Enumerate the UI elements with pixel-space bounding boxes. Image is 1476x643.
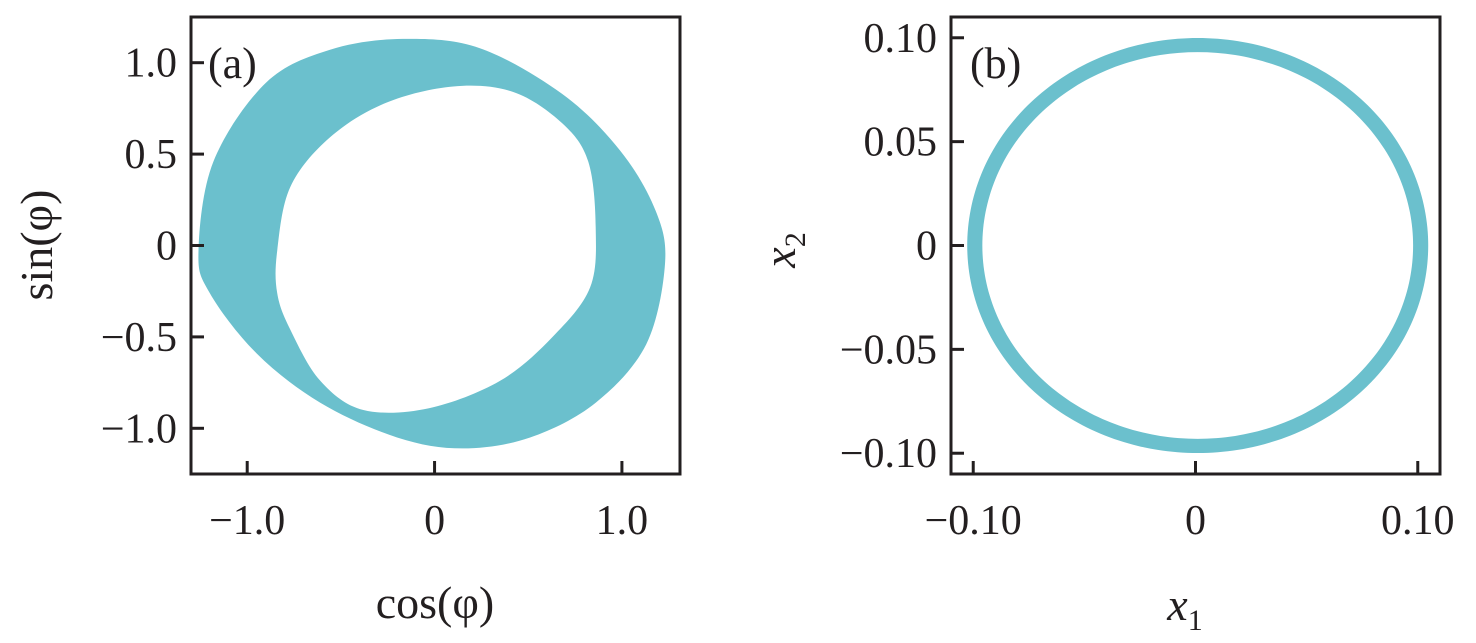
- x-axis-label-b-main: x: [1166, 579, 1188, 630]
- trajectory-ring-b: [967, 37, 1429, 454]
- y-axis-label-b-sub: 2: [779, 232, 812, 247]
- x-axis-label-b: x1: [1166, 579, 1202, 637]
- ticks-a: −1.0 0 1.0 1.0 0.5 0 −0.5 −1.0: [101, 41, 648, 544]
- x-axis-label-b-sub: 1: [1188, 604, 1203, 637]
- y-axis-label-a: sin(φ): [11, 190, 62, 301]
- x-axis-label-a: cos(φ): [376, 577, 495, 628]
- y-tick-label: 0.5: [125, 132, 178, 178]
- x-tick-label: 0: [424, 498, 445, 544]
- y-axis-label-b: x2: [754, 232, 812, 268]
- panel-a: −1.0 0 1.0 1.0 0.5 0 −0.5 −1.0 (a) cos(φ) sin(φ…: [11, 15, 682, 628]
- trajectory-band-a: [198, 38, 666, 449]
- panel-label-a: (a): [208, 39, 257, 88]
- ticks-b: −0.10 0 0.10 0.10 0.05 0 −0.05 −0.10: [840, 16, 1455, 544]
- y-tick-label: 0: [156, 224, 177, 270]
- x-tick-label: −0.10: [925, 498, 1022, 544]
- y-tick-label: −0.05: [840, 327, 937, 373]
- axes-frame-b: [949, 15, 1442, 476]
- y-tick-label: −0.10: [840, 431, 937, 477]
- x-tick-label: 1.0: [596, 498, 649, 544]
- y-tick-label: 0.05: [864, 120, 938, 166]
- panel-b: −0.10 0 0.100.100.050−0.05−0.10 (b) x1 x2: [754, 15, 1455, 637]
- x-tick-label: 0.10: [1381, 498, 1455, 544]
- y-tick-label: −0.5: [101, 315, 177, 361]
- y-tick-label: 1.0: [125, 41, 178, 87]
- panel-label-b: (b): [970, 39, 1021, 88]
- y-tick-label: 0.10: [864, 16, 938, 62]
- y-axis-label-b-main: x: [754, 247, 805, 269]
- x-tick-label: −1.0: [209, 498, 285, 544]
- x-tick-label: 0: [1185, 498, 1206, 544]
- y-tick-label: 0: [916, 224, 937, 270]
- y-tick-label: −1.0: [101, 406, 177, 452]
